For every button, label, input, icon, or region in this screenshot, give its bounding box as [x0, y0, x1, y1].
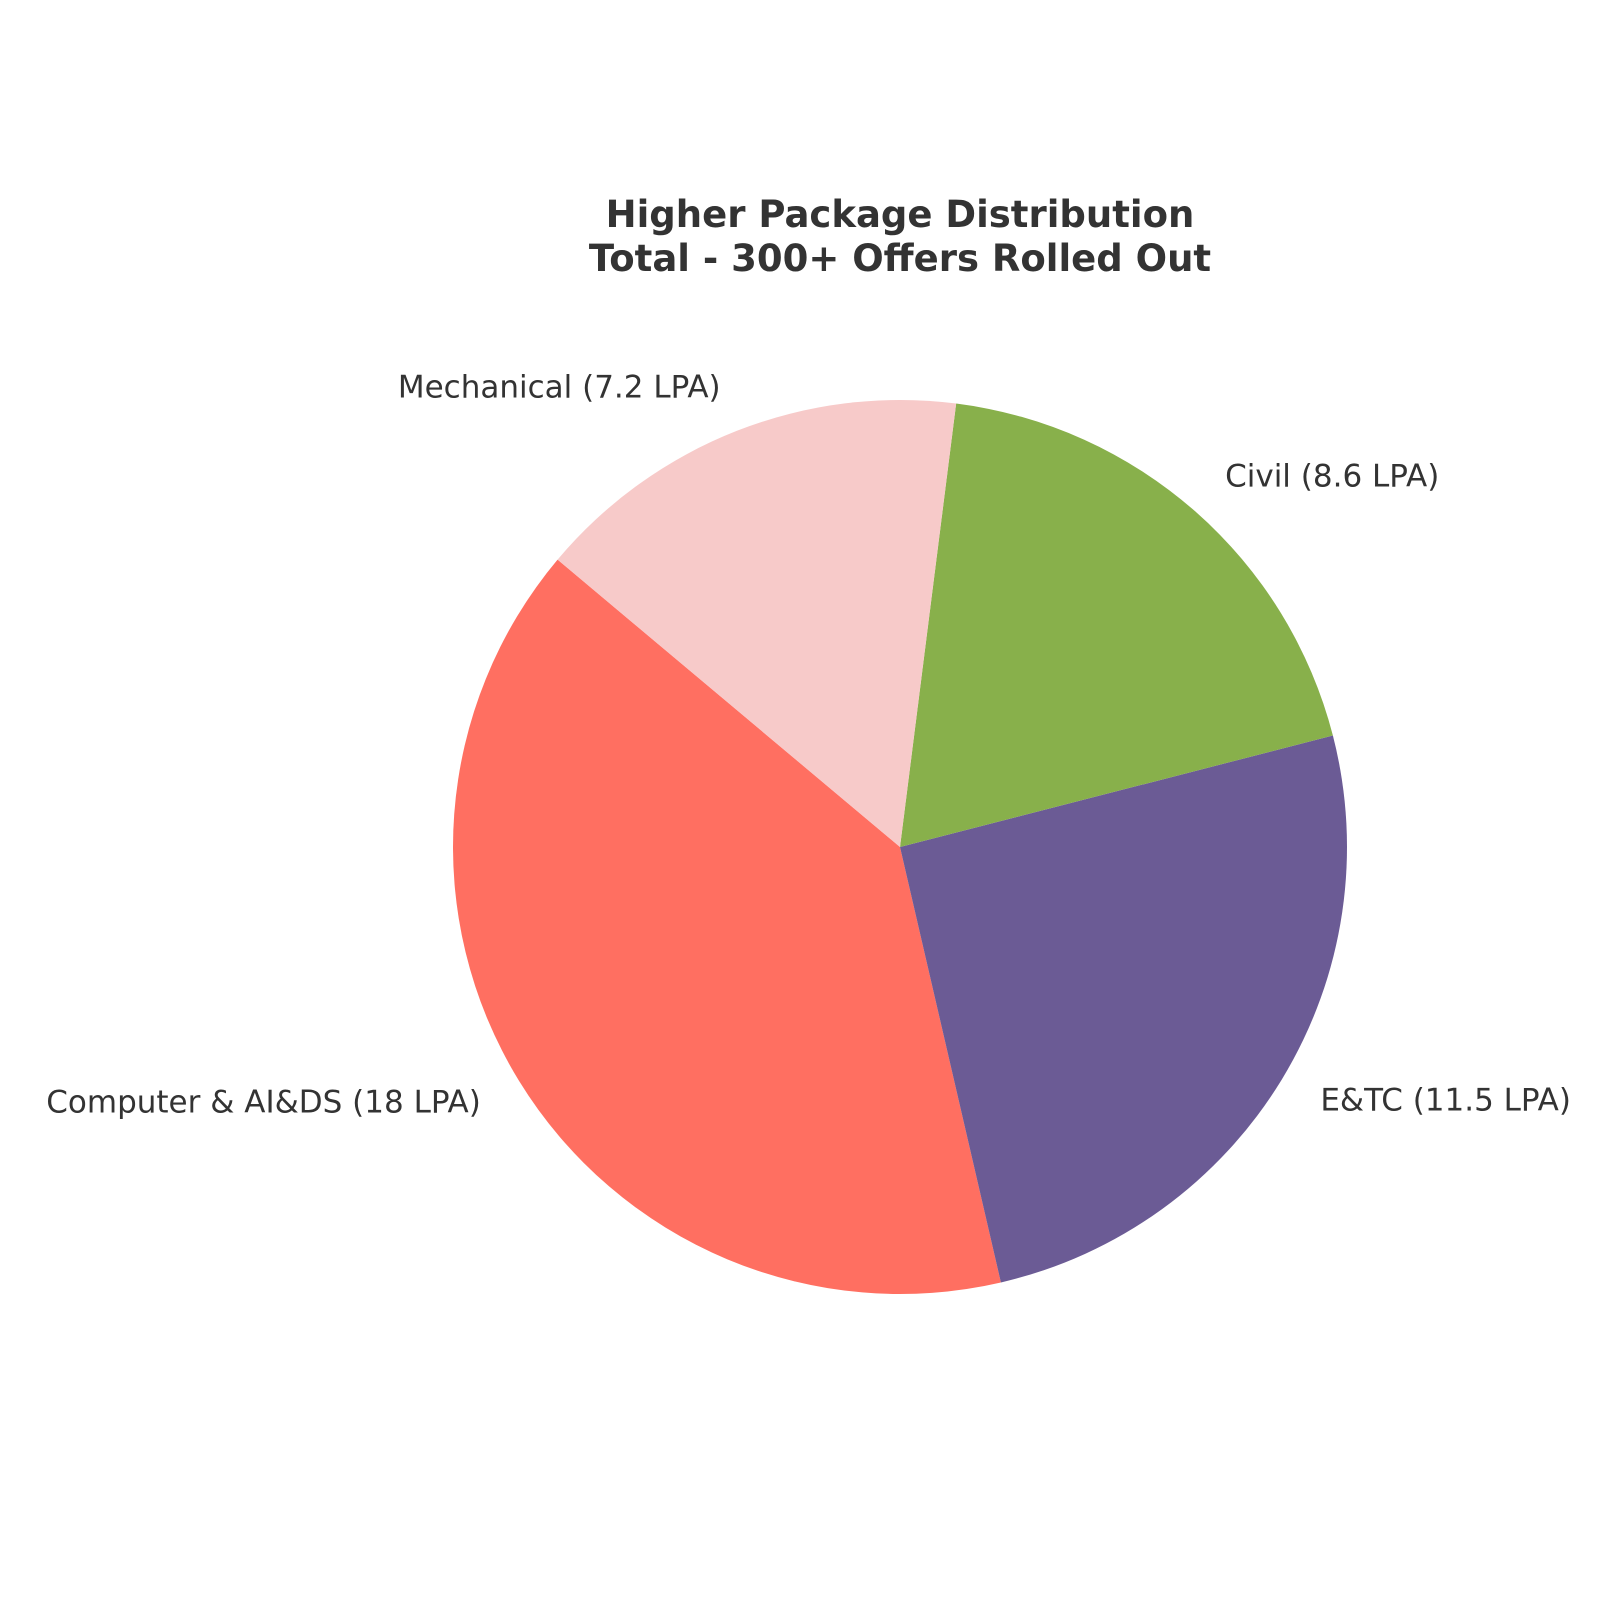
slice-label: Mechanical (7.2 LPA): [398, 370, 721, 406]
slice-label: Computer & AI&DS (18 LPA): [46, 1085, 481, 1121]
pie-slice: [557, 399, 957, 847]
chart-subtitle: Total - 300+ Offers Rolled Out: [589, 237, 1211, 280]
pie-slice: [900, 403, 1333, 847]
pie-slice: [452, 559, 1001, 1295]
slice-label: Civil (8.6 LPA): [1225, 459, 1439, 495]
slice-labels: Computer & AI&DS (18 LPA) E&TC (11.5 LPA)…: [46, 370, 1571, 1121]
pie-slice: [900, 735, 1347, 1283]
slice-label: E&TC (11.5 LPA): [1320, 1083, 1571, 1119]
chart-title: Higher Package Distribution: [606, 193, 1195, 236]
pie-slices: [452, 399, 1347, 1295]
